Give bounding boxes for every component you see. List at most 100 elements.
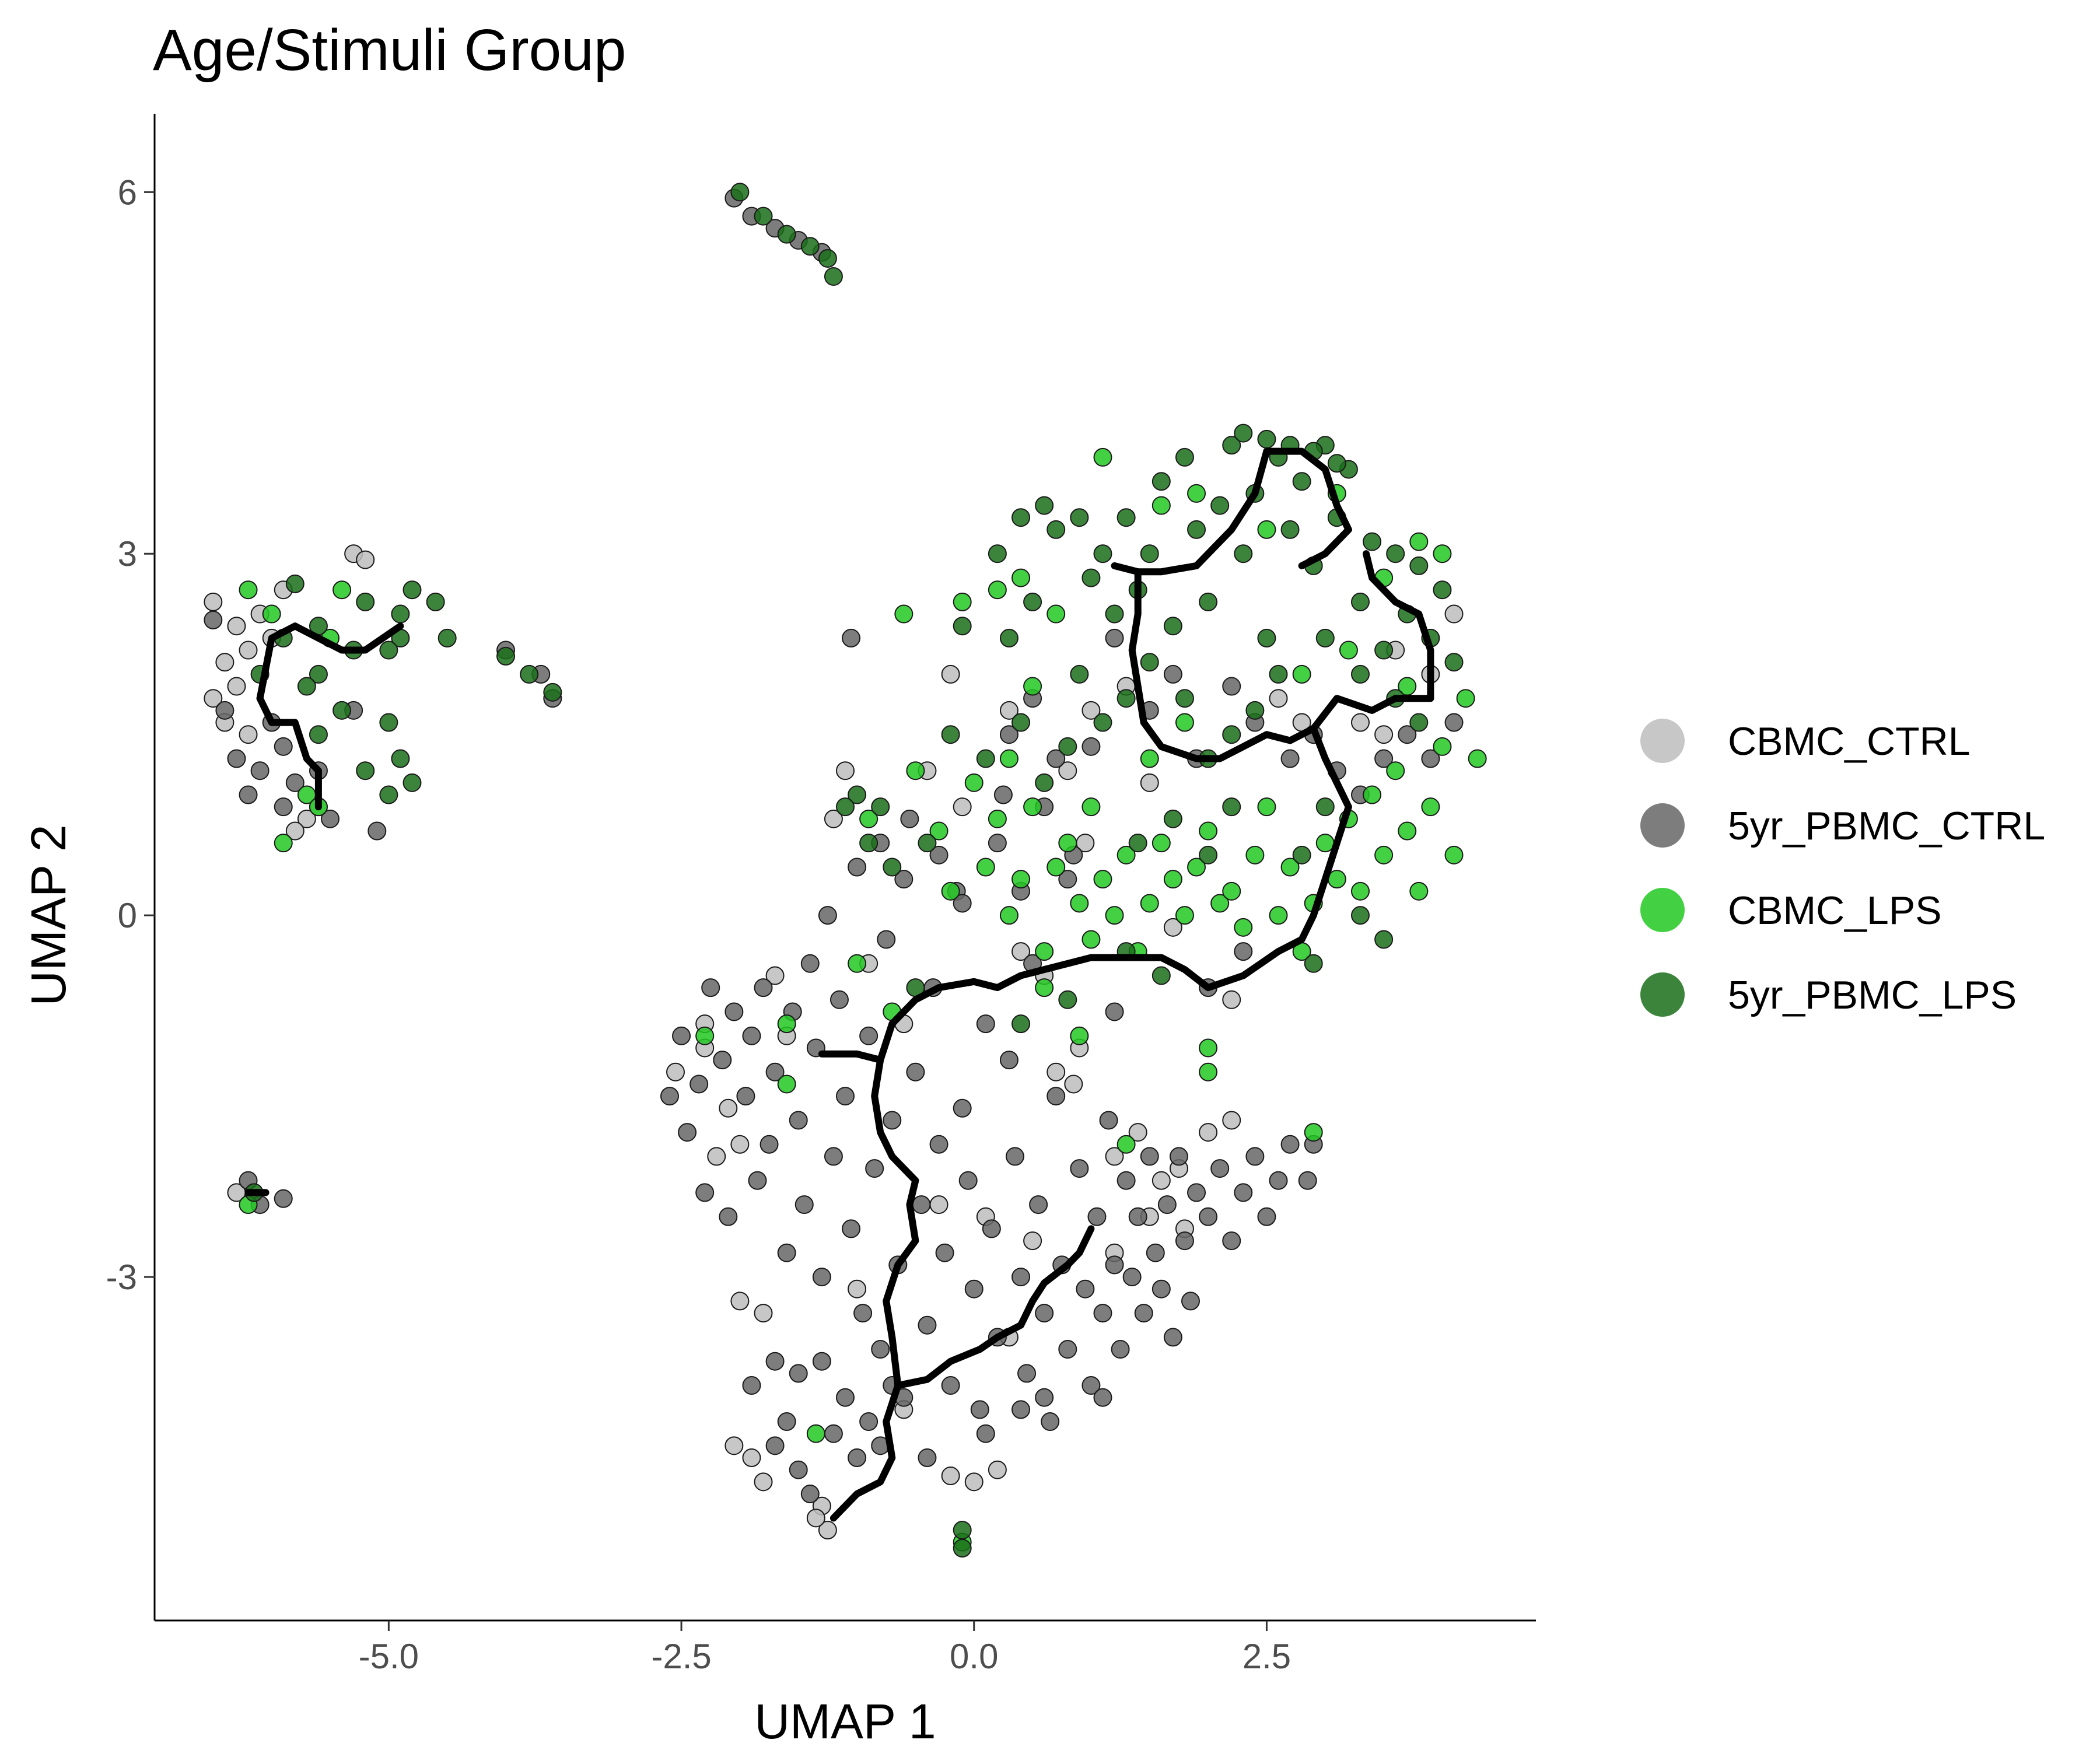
data-point	[842, 1219, 861, 1238]
x-tick-label: -2.5	[651, 1637, 711, 1676]
legend-label: CBMC_CTRL	[1728, 719, 1971, 764]
data-point	[1140, 894, 1159, 913]
data-point	[1269, 1171, 1288, 1190]
data-point	[1222, 990, 1241, 1009]
data-point	[976, 858, 995, 877]
data-point	[1363, 532, 1382, 551]
data-point	[918, 1315, 937, 1335]
data-point	[1169, 1147, 1188, 1166]
data-point	[824, 809, 843, 828]
data-point	[1222, 725, 1241, 744]
data-point	[1175, 689, 1194, 708]
data-point	[274, 797, 293, 817]
data-point	[777, 225, 796, 244]
data-point	[976, 749, 995, 768]
data-point	[836, 797, 855, 817]
data-point	[402, 773, 422, 792]
data-point	[859, 834, 878, 853]
data-point	[215, 653, 235, 672]
data-point	[1409, 713, 1429, 732]
data-point	[1058, 870, 1077, 889]
data-point	[368, 821, 387, 841]
data-point	[1433, 544, 1452, 564]
data-point	[806, 1424, 825, 1443]
data-point	[332, 580, 352, 600]
data-point	[666, 1062, 685, 1082]
data-point	[848, 1448, 867, 1468]
data-point	[1128, 1123, 1147, 1142]
data-point	[1087, 1207, 1107, 1226]
x-tick-label: 0.0	[950, 1637, 998, 1676]
data-point	[818, 906, 837, 925]
data-point	[1210, 496, 1230, 515]
data-point	[239, 640, 258, 660]
legend-label: 5yr_PBMC_CTRL	[1728, 804, 2045, 848]
data-point	[1116, 845, 1136, 864]
data-point	[800, 1485, 820, 1504]
data-point	[836, 761, 855, 780]
data-point	[1175, 713, 1194, 732]
data-point	[765, 966, 785, 985]
data-point	[1433, 737, 1452, 756]
data-point	[836, 1087, 855, 1106]
data-point	[204, 610, 223, 629]
data-point	[297, 677, 316, 696]
data-point	[754, 206, 773, 226]
data-point	[1041, 1412, 1060, 1432]
data-point	[1058, 990, 1077, 1009]
data-point	[1409, 556, 1429, 575]
data-point	[1292, 845, 1311, 864]
y-tick-label: 0	[118, 896, 137, 935]
trajectory-segment	[1263, 447, 1352, 569]
data-point	[918, 1448, 937, 1468]
data-point	[1175, 906, 1194, 925]
data-point	[1280, 858, 1300, 877]
data-point	[1122, 1268, 1142, 1287]
data-point	[1046, 1087, 1066, 1106]
data-point	[1222, 677, 1241, 696]
data-point	[1374, 845, 1394, 864]
data-point	[724, 1002, 744, 1021]
data-point	[1152, 966, 1171, 985]
data-point	[1140, 773, 1159, 792]
data-point	[227, 677, 246, 696]
trajectory-segment	[1111, 447, 1270, 576]
legend-label: CBMC_LPS	[1728, 888, 1942, 933]
series-CBMC_CTRL	[204, 544, 1464, 1540]
data-point	[988, 809, 1007, 828]
data-point	[1082, 568, 1101, 587]
data-point	[953, 797, 972, 817]
legend-key	[1640, 888, 1685, 932]
data-point	[1099, 1111, 1118, 1130]
data-point	[1280, 749, 1300, 768]
data-point	[1064, 1074, 1083, 1094]
data-point	[1350, 713, 1370, 732]
data-point	[935, 1243, 954, 1262]
data-point	[1023, 797, 1042, 817]
data-point	[1304, 1123, 1323, 1142]
data-point	[1163, 870, 1182, 889]
data-point	[842, 628, 861, 648]
data-point	[812, 1268, 831, 1287]
data-point	[1456, 689, 1475, 708]
data-point	[818, 249, 837, 268]
data-point	[964, 1279, 984, 1298]
data-point	[1152, 834, 1171, 853]
data-point	[321, 809, 340, 828]
data-point	[953, 894, 972, 913]
data-point	[970, 1400, 989, 1419]
trajectory-segment	[256, 695, 322, 811]
data-point	[1234, 544, 1253, 564]
data-point	[730, 1135, 750, 1154]
data-point	[1012, 568, 1031, 587]
data-point	[1222, 1231, 1241, 1251]
data-point	[719, 1098, 738, 1118]
data-point	[695, 1026, 715, 1045]
data-point	[765, 1436, 785, 1455]
data-point	[1140, 749, 1159, 768]
data-point	[1152, 496, 1171, 515]
y-axis-ticks: -3 0 3 6	[106, 173, 155, 1297]
data-point	[929, 1195, 949, 1214]
data-point	[1058, 1340, 1077, 1359]
y-tick-label: 3	[118, 534, 137, 573]
